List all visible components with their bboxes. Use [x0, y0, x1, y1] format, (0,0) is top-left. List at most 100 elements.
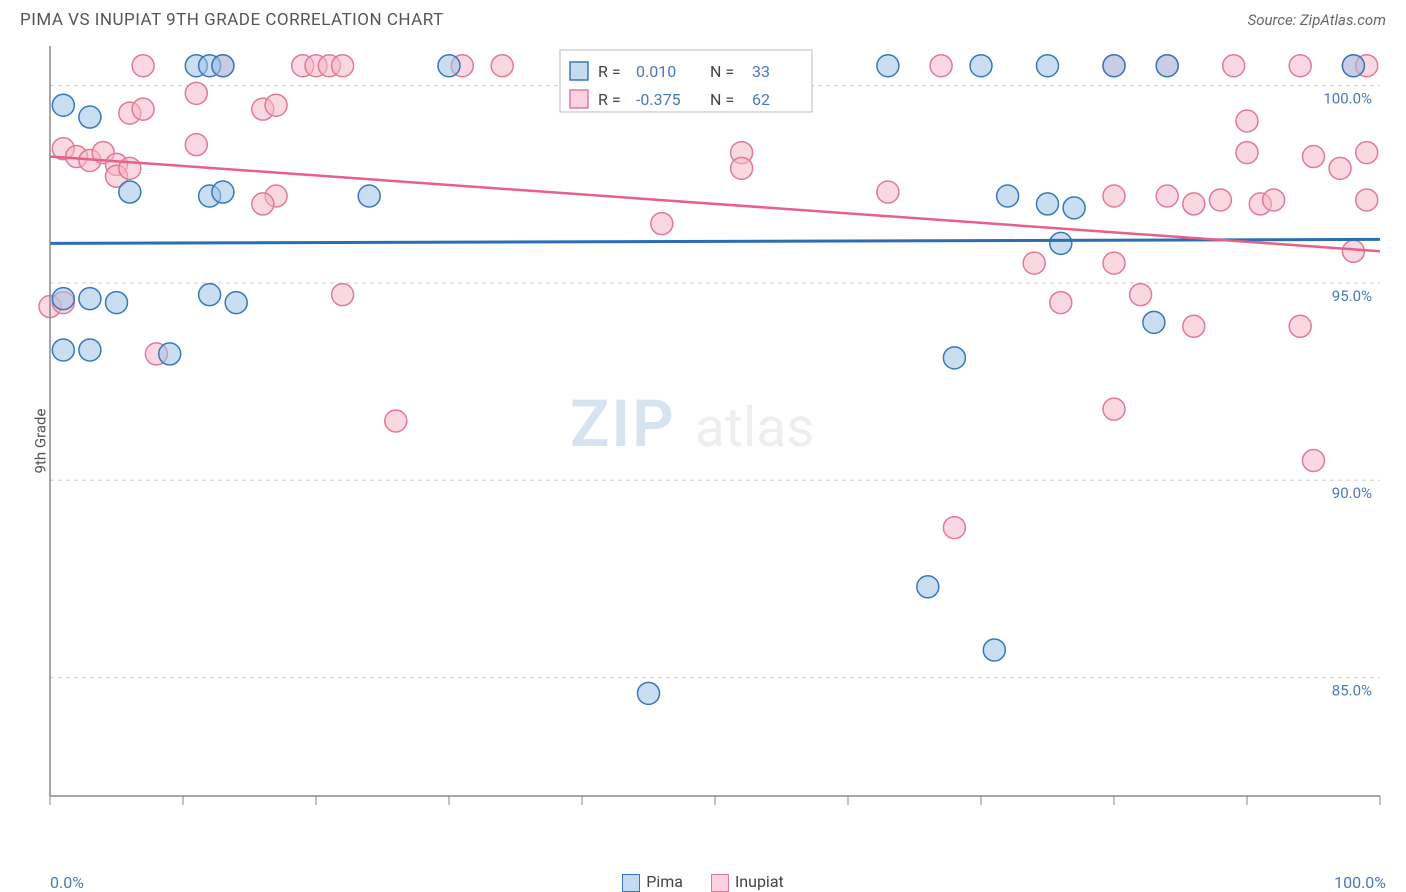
pima-point: [52, 339, 74, 361]
inupiat-point: [1183, 193, 1205, 215]
inupiat-point: [731, 157, 753, 179]
inupiat-point: [1130, 284, 1152, 306]
pima-swatch-icon: [622, 874, 640, 892]
pima-point: [1143, 311, 1165, 333]
inupiat-point: [1050, 292, 1072, 314]
x-axis-label-min: 0.0%: [50, 873, 84, 892]
chart-source: Source: ZipAtlas.com: [1248, 11, 1386, 29]
inupiat-point: [930, 55, 952, 77]
y-tick-label: 95.0%: [1332, 287, 1372, 305]
inupiat-point: [1156, 185, 1178, 207]
legend-item-inupiat: Inupiat: [711, 872, 784, 892]
pima-point: [79, 106, 101, 128]
pima-point: [1037, 55, 1059, 77]
inupiat-point: [332, 55, 354, 77]
pima-point: [79, 288, 101, 310]
inupiat-point: [1356, 189, 1378, 211]
legend-inupiat-label: Inupiat: [735, 872, 784, 891]
inupiat-point: [1209, 189, 1231, 211]
legend-n-value: 62: [752, 90, 770, 109]
legend-n-value: 33: [752, 62, 770, 81]
pima-point: [1103, 55, 1125, 77]
pima-point: [917, 576, 939, 598]
pima-point: [52, 288, 74, 310]
pima-point: [1037, 193, 1059, 215]
inupiat-point: [943, 517, 965, 539]
legend-r-label: R =: [598, 62, 621, 81]
pima-point: [877, 55, 899, 77]
inupiat-point: [1023, 252, 1045, 274]
inupiat-point: [1223, 55, 1245, 77]
inupiat-point: [1263, 189, 1285, 211]
legend-r-value: 0.010: [636, 62, 676, 81]
pima-point: [438, 55, 460, 77]
pima-point: [1063, 197, 1085, 219]
inupiat-point: [1289, 315, 1311, 337]
inupiat-point: [132, 98, 154, 120]
inupiat-point: [1103, 185, 1125, 207]
pima-point: [159, 343, 181, 365]
inupiat-point: [132, 55, 154, 77]
inupiat-point: [1103, 398, 1125, 420]
pima-point: [106, 292, 128, 314]
inupiat-point: [1329, 157, 1351, 179]
inupiat-point: [1289, 55, 1311, 77]
inupiat-point: [332, 284, 354, 306]
y-tick-label: 85.0%: [1332, 682, 1372, 700]
inupiat-point: [651, 213, 673, 235]
legend-swatch-icon: [570, 90, 588, 108]
inupiat-point: [252, 193, 274, 215]
pima-point: [970, 55, 992, 77]
legend-n-label: N =: [710, 90, 734, 109]
y-tick-label: 100.0%: [1323, 89, 1372, 107]
inupiat-point: [1342, 240, 1364, 262]
inupiat-point: [385, 410, 407, 432]
pima-point: [52, 94, 74, 116]
legend-n-label: N =: [710, 62, 734, 81]
pima-point: [225, 292, 247, 314]
inupiat-point: [1236, 142, 1258, 164]
pima-point: [983, 639, 1005, 661]
inupiat-point: [1103, 252, 1125, 274]
inupiat-swatch-icon: [711, 874, 729, 892]
inupiat-point: [491, 55, 513, 77]
pima-point: [638, 682, 660, 704]
inupiat-point: [1236, 110, 1258, 132]
pima-point: [1156, 55, 1178, 77]
chart-header: PIMA VS INUPIAT 9TH GRADE CORRELATION CH…: [0, 0, 1406, 36]
pima-point: [199, 284, 221, 306]
inupiat-point: [1356, 142, 1378, 164]
inupiat-point: [1183, 315, 1205, 337]
scatter-chart-svg: 85.0% 90.0% 95.0% 100.0% ZIP atlas R = 0.010 N =…: [0, 36, 1406, 846]
watermark-text: ZIP: [570, 386, 676, 462]
inupiat-point: [185, 82, 207, 104]
inupiat-point: [877, 181, 899, 203]
pima-point: [212, 55, 234, 77]
pima-point: [1050, 232, 1072, 254]
inupiat-point: [185, 134, 207, 156]
pima-point: [997, 185, 1019, 207]
pima-point: [212, 181, 234, 203]
y-axis-label: 9th Grade: [31, 409, 49, 474]
legend-swatch-icon: [570, 62, 588, 80]
pima-trend-line: [50, 239, 1380, 243]
watermark-text: atlas: [695, 396, 815, 460]
inupiat-point: [1303, 146, 1325, 168]
chart-area: 9th Grade 85.0% 90.0% 95.0% 100.0% ZIP atlas R…: [0, 36, 1406, 846]
pima-point: [119, 181, 141, 203]
inupiat-point: [265, 94, 287, 116]
legend-pima-label: Pima: [646, 872, 683, 891]
inupiat-point: [1303, 449, 1325, 471]
bottom-legend: 0.0% Pima Inupiat 100.0%: [0, 872, 1406, 892]
legend-r-value: -0.375: [636, 90, 681, 109]
legend-r-label: R =: [598, 90, 621, 109]
pima-point: [1342, 55, 1364, 77]
y-tick-label: 90.0%: [1332, 484, 1372, 502]
chart-title: PIMA VS INUPIAT 9TH GRADE CORRELATION CH…: [20, 10, 444, 30]
pima-point: [358, 185, 380, 207]
legend-item-pima: Pima: [622, 872, 683, 892]
pima-point: [943, 347, 965, 369]
inupiat-trend-line: [50, 157, 1380, 252]
x-axis-label-max: 100.0%: [1334, 873, 1386, 892]
pima-point: [79, 339, 101, 361]
